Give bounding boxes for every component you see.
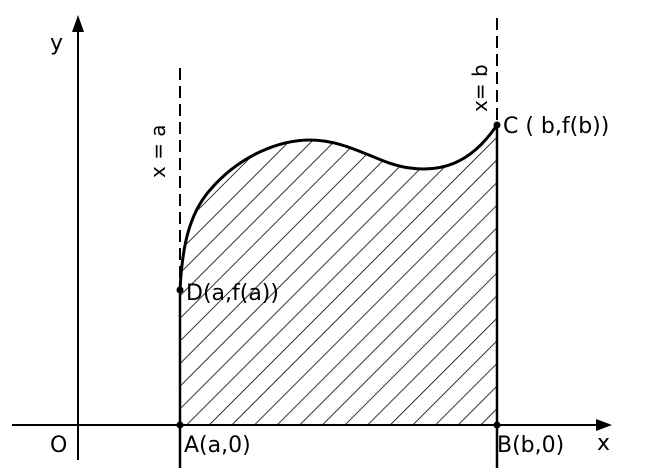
shaded-area-region	[180, 125, 497, 425]
y-axis-label: y	[50, 31, 63, 56]
point-B-marker	[493, 421, 501, 429]
point-D-marker	[176, 286, 184, 294]
point-A-label: A(a,0)	[184, 433, 251, 458]
point-B-label: B(b,0)	[497, 433, 564, 458]
x-axis-arrowhead	[596, 419, 612, 431]
origin-label: O	[50, 433, 67, 458]
point-C-marker	[493, 121, 501, 129]
point-D-label: D(a,f(a))	[186, 281, 279, 306]
x-axis-label: x	[597, 431, 610, 456]
curve-f-of-x	[178, 124, 499, 291]
line-x-equals-b-label: x= b	[468, 64, 492, 112]
point-A-marker	[176, 421, 184, 429]
point-C-label: C ( b,f(b))	[503, 114, 609, 139]
line-x-equals-a-label: x = a	[146, 124, 170, 178]
y-axis-arrowhead	[72, 15, 84, 32]
